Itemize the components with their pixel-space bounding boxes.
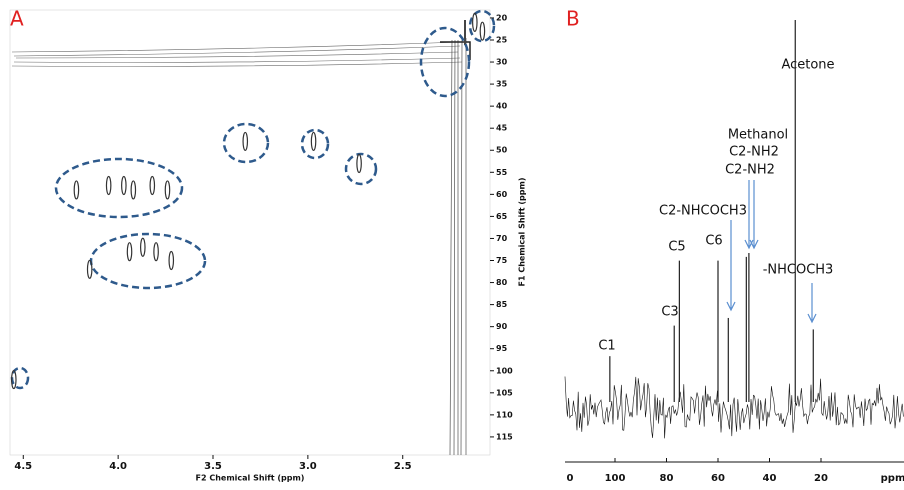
y-tick-label: 40 xyxy=(496,102,508,111)
peak-label: C2-NHCOCH3 xyxy=(659,204,747,219)
x-axis-title: ppm xyxy=(881,473,904,484)
y-tick-label: 35 xyxy=(496,80,508,89)
cross-peak xyxy=(105,175,112,196)
y-tick-label: 25 xyxy=(496,35,508,44)
x-tick-label: 4.5 xyxy=(14,461,32,472)
plot-area xyxy=(9,9,491,456)
cross-peak xyxy=(149,175,156,196)
cross-peak xyxy=(126,242,133,262)
x-axis-title: F2 Chemical Shift (ppm) xyxy=(196,474,305,483)
x-tick-label: 100 xyxy=(605,473,626,484)
circle xyxy=(344,152,378,186)
peak-label: C1 xyxy=(598,339,615,354)
y-tick-label: 85 xyxy=(496,300,508,309)
x-tick-label: 3.5 xyxy=(204,461,222,472)
peak-label: Acetone xyxy=(781,58,834,73)
y-tick-label: 45 xyxy=(496,124,508,133)
annotation-circles xyxy=(10,9,496,390)
y-tick-label: 60 xyxy=(496,190,508,199)
peak-label: Methanol xyxy=(728,128,788,143)
cross-peak xyxy=(10,369,17,390)
x-tick-label: 4.0 xyxy=(109,461,127,472)
peak-label: C2-NH2 xyxy=(729,145,779,160)
circle xyxy=(419,26,471,98)
y-tick-label: 100 xyxy=(496,366,513,375)
y-tick-label: 105 xyxy=(496,388,513,397)
cross-peak xyxy=(153,242,159,262)
cross-peak xyxy=(130,180,137,200)
y-tick-label: 20 xyxy=(496,13,508,22)
y-tick-label: 70 xyxy=(496,234,508,243)
cross-peak xyxy=(356,153,362,174)
peak-label: C5 xyxy=(668,240,685,255)
cross-peak xyxy=(472,12,478,32)
x-tick-label: 2.5 xyxy=(394,461,412,472)
x-tick-label: 60 xyxy=(711,473,725,484)
y-axis-title: F1 Chemical Shift (ppm) xyxy=(518,178,527,287)
y-tick-label: 50 xyxy=(496,146,508,155)
x-tick-label: 0 xyxy=(567,473,574,484)
circle xyxy=(54,157,184,219)
noise xyxy=(564,376,904,439)
y-tick-label: 30 xyxy=(496,58,508,67)
peak-label: C2-NH2 xyxy=(725,163,775,178)
y-tick-label: 65 xyxy=(496,212,508,221)
contour-bands xyxy=(11,20,471,456)
peak-label: -NHCOCH3 xyxy=(763,263,834,278)
x-tick-label: 80 xyxy=(660,473,674,484)
y-tick-label: 55 xyxy=(496,168,508,177)
cross-peak xyxy=(479,21,486,41)
y-tick-label: 115 xyxy=(496,432,513,441)
cross-peak xyxy=(310,131,317,152)
y-tick-label: 75 xyxy=(496,256,508,265)
y-tick-label: 95 xyxy=(496,344,508,353)
cross-peak xyxy=(140,237,146,257)
cross-peak xyxy=(73,180,80,200)
cross-peak xyxy=(168,250,175,271)
x-tick-label: 40 xyxy=(763,473,777,484)
y-tick-label: 90 xyxy=(496,322,508,331)
circle xyxy=(89,232,207,290)
circle xyxy=(468,9,496,43)
x-tick-label: 3.0 xyxy=(299,461,317,472)
panel-label: B xyxy=(566,7,580,31)
peak-label: C6 xyxy=(705,234,722,249)
panel-label: A xyxy=(10,7,24,31)
cross-peak xyxy=(121,175,127,196)
arrows xyxy=(726,180,817,324)
x-tick-label: 20 xyxy=(814,473,828,484)
y-tick-label: 80 xyxy=(496,278,508,287)
cross-peak xyxy=(242,131,249,152)
circle xyxy=(300,128,330,160)
y-tick-label: 110 xyxy=(496,410,513,419)
circle xyxy=(222,122,270,164)
cross-peak xyxy=(164,180,171,200)
peak-label: C3 xyxy=(661,305,678,320)
cross-peak xyxy=(86,259,93,279)
